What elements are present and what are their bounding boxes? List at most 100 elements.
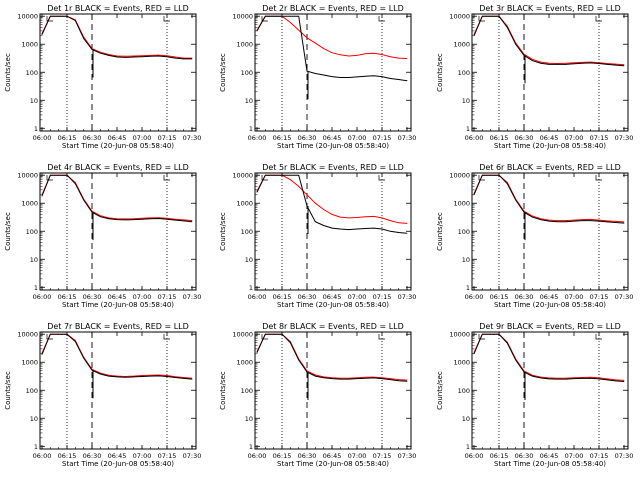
x-tick-label: 07:15 xyxy=(590,134,609,142)
lld-data-point xyxy=(573,377,575,379)
reference-lines xyxy=(66,173,168,290)
y-axis-label: Counts/sec xyxy=(4,371,12,410)
events-data-point xyxy=(615,222,617,223)
events-data-point xyxy=(373,377,375,379)
lld-data-point xyxy=(548,62,550,64)
reference-lines xyxy=(66,14,168,131)
y-tick-label: 100 xyxy=(241,228,253,236)
lld-data-point xyxy=(289,179,291,180)
events-data-point xyxy=(581,220,583,221)
lld-data-point xyxy=(540,61,542,63)
x-tick-label: 07:15 xyxy=(373,293,392,301)
y-axis-label: Counts/sec xyxy=(436,212,444,251)
chart-title: Det 4r BLACK = Events, RED = LLD xyxy=(47,163,189,172)
events-data-point xyxy=(298,359,300,361)
lld-data-point xyxy=(314,374,316,376)
events-data-point xyxy=(183,58,185,60)
y-tick-label: 10000 xyxy=(232,13,253,21)
events-series-line xyxy=(41,174,193,223)
plot-frame xyxy=(39,331,197,450)
y-tick-label: 100 xyxy=(26,387,38,395)
x-axis: 06:00 06:15 06:30 06:45 07:00 07:15 07:30 xyxy=(33,332,201,460)
events-data-point xyxy=(523,54,525,56)
x-tick-label: 06:45 xyxy=(323,452,342,460)
lld-series-line xyxy=(41,15,192,59)
x-tick-label: 06:30 xyxy=(298,134,317,142)
events-data-point xyxy=(406,80,408,82)
events-data-point xyxy=(581,377,583,379)
x-tick-label: 07:15 xyxy=(373,452,392,460)
events-data-point xyxy=(174,219,176,221)
lld-data-point xyxy=(183,219,185,221)
x-tick-label: 06:15 xyxy=(273,134,292,142)
events-data-point xyxy=(623,222,625,224)
lld-data-point xyxy=(74,182,76,183)
corner-marker-right xyxy=(163,175,170,181)
events-data-point xyxy=(166,56,168,58)
lld-series-line xyxy=(473,15,625,66)
y-tick-label: 1 xyxy=(466,284,470,292)
events-data-point xyxy=(606,221,608,223)
events-data-point xyxy=(264,15,266,17)
events-data-point xyxy=(598,220,600,222)
events-data-point xyxy=(116,56,118,58)
lld-data-point xyxy=(298,29,300,31)
y-tick-label: 1000 xyxy=(453,200,470,208)
lld-data-point xyxy=(339,377,341,379)
x-tick-label: 06:00 xyxy=(248,134,267,142)
lld-data-point xyxy=(108,217,110,219)
lld-data-point xyxy=(191,377,193,379)
plot-frame xyxy=(254,331,412,450)
lld-data-point xyxy=(615,63,617,65)
lld-data-point xyxy=(565,62,567,64)
x-tick-label: 06:45 xyxy=(323,134,342,142)
corner-marker-left xyxy=(261,16,268,22)
events-data-point xyxy=(183,377,185,379)
events-data-point xyxy=(116,376,118,378)
x-tick-label: 07:00 xyxy=(348,293,367,301)
events-data-point xyxy=(373,75,375,77)
events-data-point xyxy=(590,220,592,221)
x-tick-label: 06:15 xyxy=(273,293,292,301)
events-data-point xyxy=(339,77,341,78)
plot-frame xyxy=(254,172,412,291)
x-tick-label: 06:30 xyxy=(83,134,102,142)
lld-data-point xyxy=(531,215,533,217)
corner-marker-left xyxy=(478,175,485,181)
y-axis-label: Counts/sec xyxy=(4,53,12,92)
x-axis: 06:00 06:15 06:30 06:45 07:00 07:15 07:30 xyxy=(248,173,416,301)
events-data-point xyxy=(66,333,68,335)
lld-data-point xyxy=(149,374,151,376)
x-tick-label: 06:00 xyxy=(465,452,484,460)
x-tick-label: 06:45 xyxy=(108,452,127,460)
events-data-point xyxy=(373,227,375,229)
events-data-point xyxy=(116,219,118,221)
events-data-point xyxy=(281,333,283,335)
corner-marker-left xyxy=(46,175,53,181)
events-data-point xyxy=(556,64,558,65)
lld-data-point xyxy=(406,379,408,381)
x-tick-label: 07:15 xyxy=(590,452,609,460)
x-tick-label: 07:30 xyxy=(615,293,634,301)
events-data-point xyxy=(573,378,575,380)
x-tick-label: 07:30 xyxy=(615,134,634,142)
events-series-line xyxy=(256,15,408,82)
lld-data-point xyxy=(556,220,558,221)
x-tick-label: 06:30 xyxy=(83,452,102,460)
lld-data-point xyxy=(565,377,567,379)
events-data-point xyxy=(141,376,143,377)
events-data-point xyxy=(398,79,400,80)
events-data-point xyxy=(348,378,350,380)
lld-data-point xyxy=(124,376,126,377)
x-tick-label: 07:15 xyxy=(158,452,177,460)
events-data-point xyxy=(556,221,558,223)
events-data-point xyxy=(256,30,258,32)
x-tick-label: 07:15 xyxy=(158,293,177,301)
events-data-point xyxy=(108,218,110,220)
events-data-point xyxy=(515,199,517,201)
lld-data-point xyxy=(306,194,308,196)
events-data-point xyxy=(66,15,68,17)
